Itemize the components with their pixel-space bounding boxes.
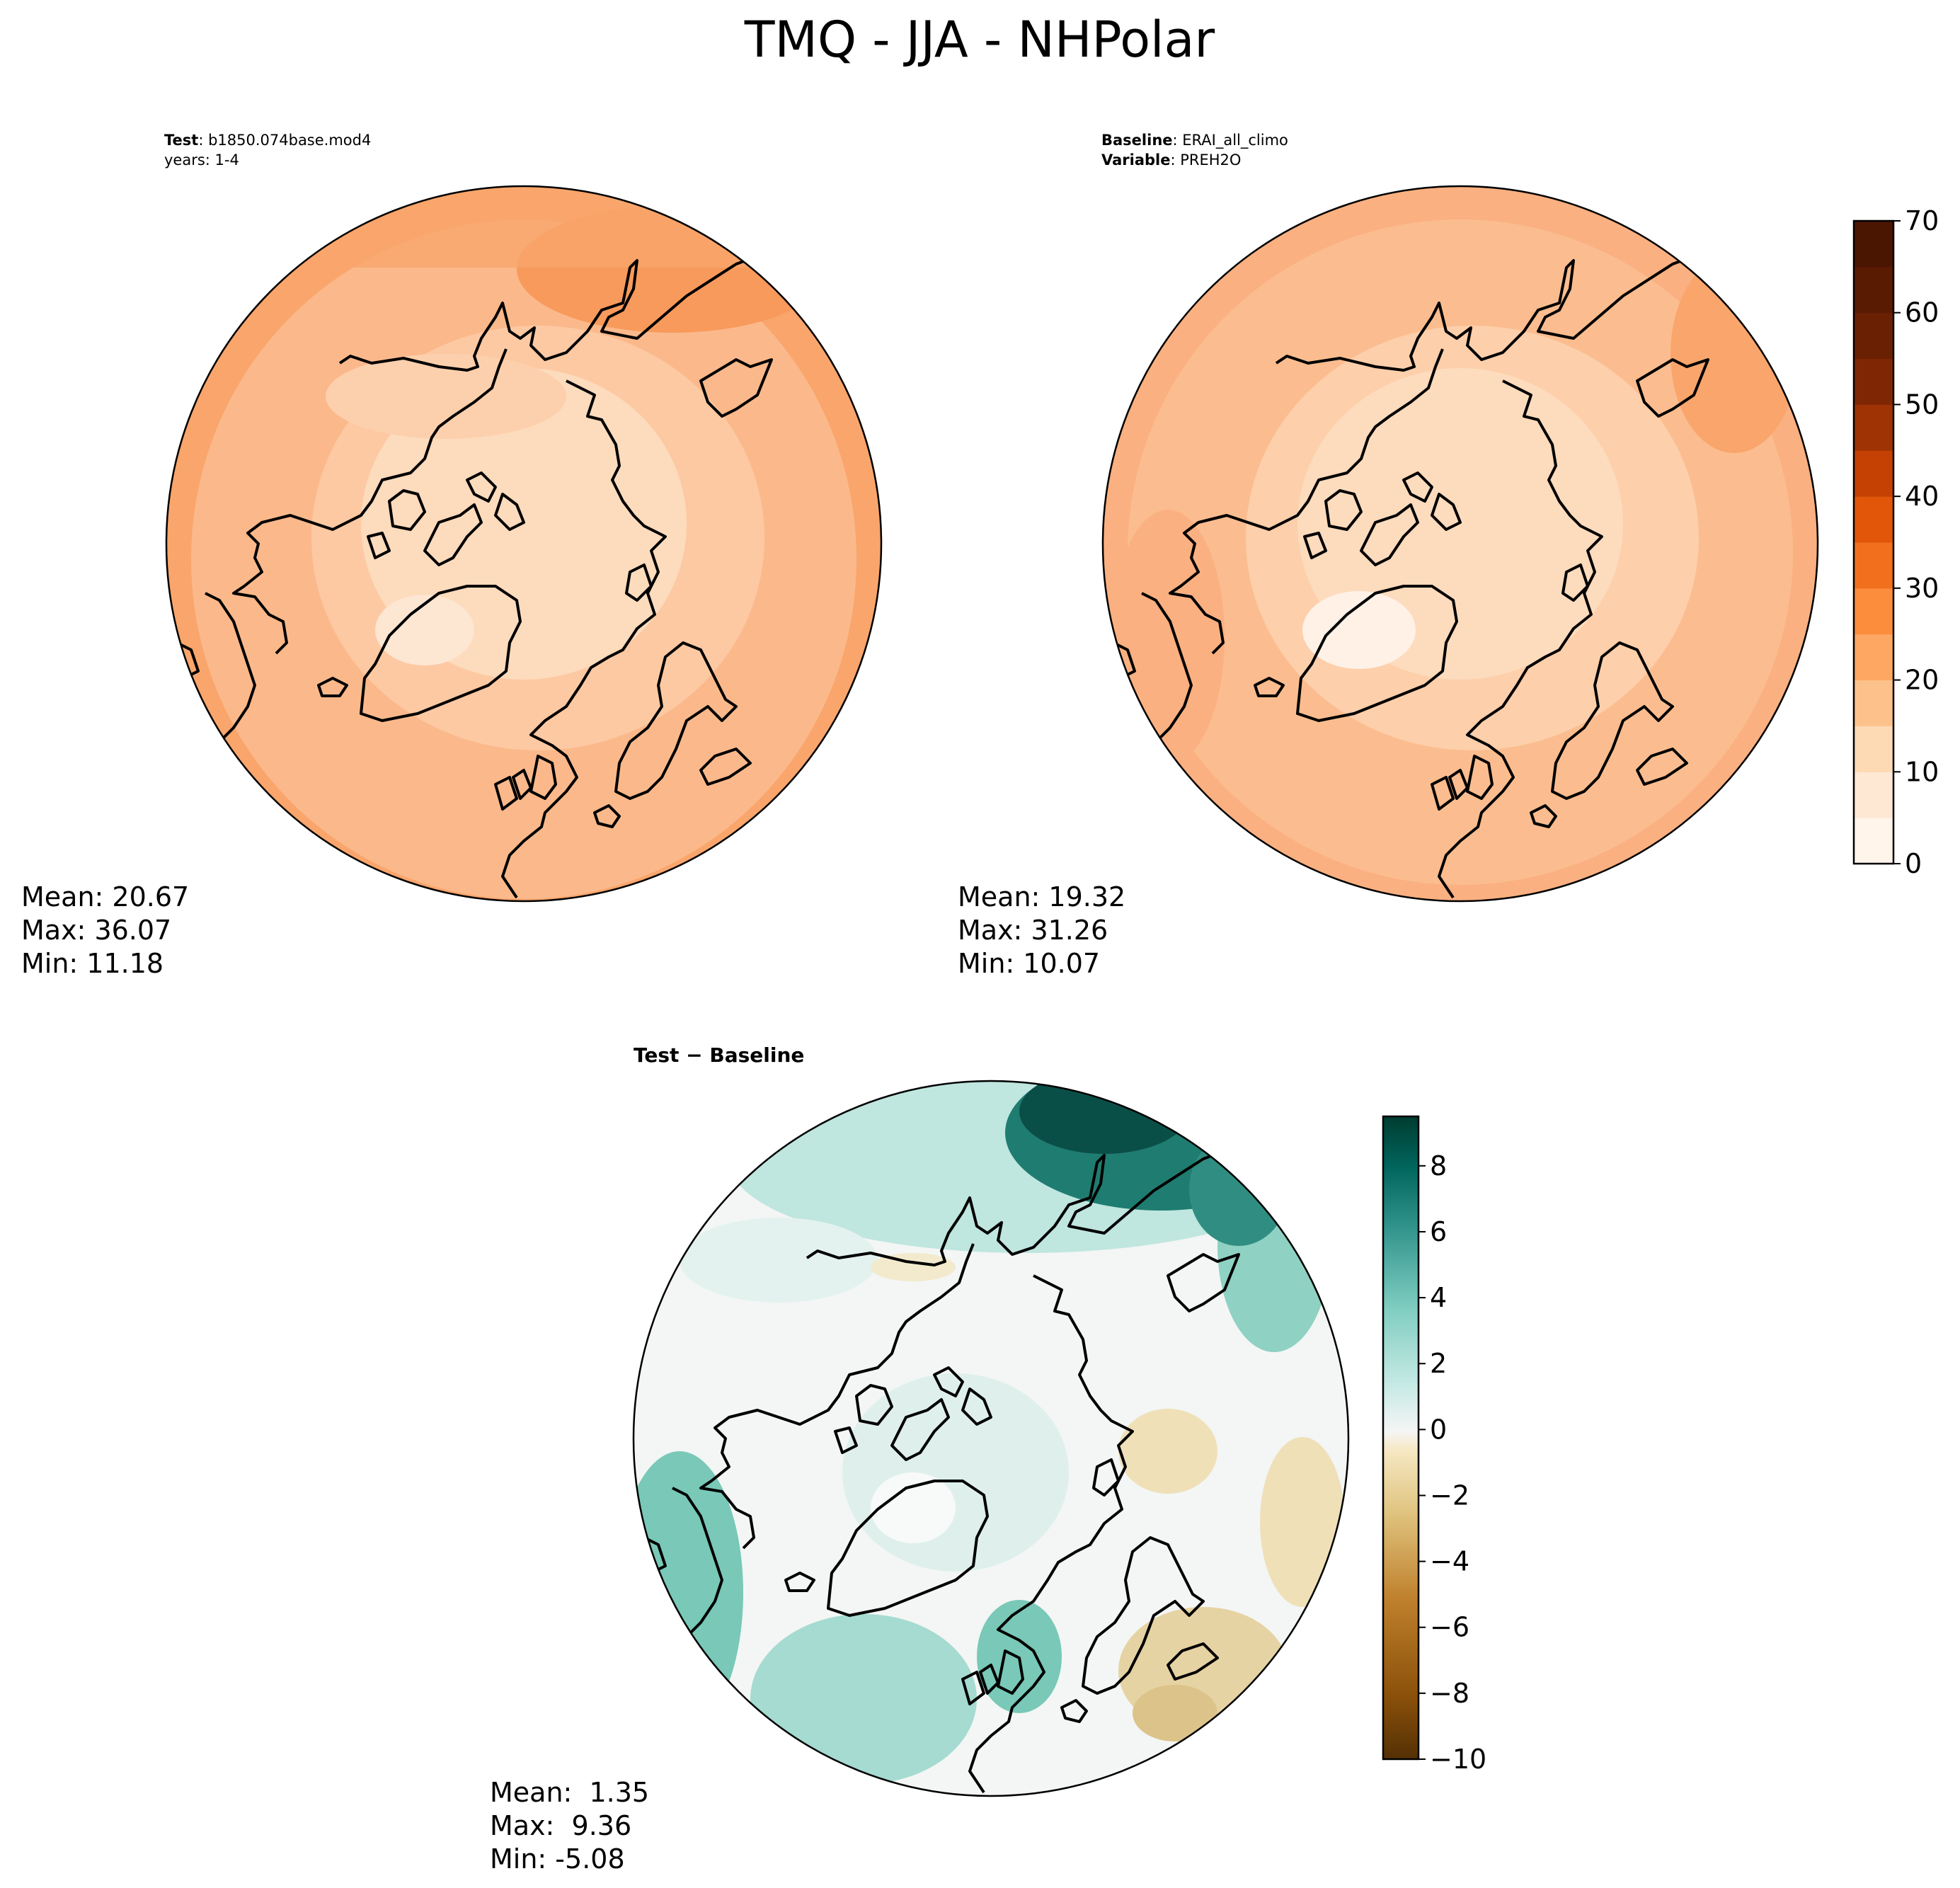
top-colorbar-segment [1854,680,1893,726]
test-header-line1: Test: b1850.074base.mod4 [164,132,371,149]
bottom-colorbar-tick-label: −10 [1430,1744,1486,1775]
top-colorbar-tick-label: 70 [1905,205,1939,236]
bottom-colorbar-tick-label: 0 [1430,1414,1447,1445]
diff-map [634,1081,1348,1796]
top-colorbar-segment [1854,496,1893,543]
top-colorbar-tick-label: 60 [1905,297,1939,328]
test-stat-max: Max: 36.07 [21,915,171,946]
top-colorbar-ticks: 0 10 20 30 40 50 60 70 [1893,205,1939,879]
top-colorbar-segment [1854,404,1893,451]
top-colorbar-segment [1854,634,1893,681]
top-colorbar-segment [1854,266,1893,314]
baseline-map-boundary [1101,185,1819,903]
bottom-colorbar-frame [1382,1115,1420,1761]
bottom-colorbar-tick-label: −2 [1430,1480,1469,1511]
top-colorbar-segment [1854,772,1893,818]
top-colorbar-segment [1854,726,1893,772]
test-stat-min: Min: 11.18 [21,948,164,979]
test-map-boundary [165,185,883,903]
bottom-colorbar-tick-label: 8 [1430,1150,1447,1182]
test-stat-mean: Mean: 20.67 [21,881,189,912]
top-colorbar-segment [1854,588,1893,635]
baseline-header-line2: Variable: PREH2O [1101,151,1241,168]
bottom-colorbar-tick-label: 4 [1430,1282,1447,1313]
top-colorbar-segment [1854,221,1893,268]
figure-title: TMQ - JJA - NHPolar [744,11,1215,69]
top-colorbar: 0 10 20 30 40 50 60 70 [1852,205,1939,879]
bottom-colorbar: −10 −8 −6 −4 −2 0 2 4 6 8 [1382,1115,1486,1775]
diff-map-boundary [632,1080,1350,1797]
baseline-panel: Baseline: ERAI_all_climo Variable: PREH2… [958,132,1819,979]
top-colorbar-segments [1854,221,1893,864]
baseline-stat-max: Max: 31.26 [958,915,1108,946]
bottom-colorbar-tick-label: −6 [1430,1612,1469,1643]
top-colorbar-tick-label: 0 [1905,848,1922,879]
bottom-colorbar-tick-label: −8 [1430,1678,1469,1709]
top-colorbar-frame [1852,219,1895,865]
top-colorbar-tick-label: 30 [1905,573,1939,604]
diff-stat-min: Min: -5.08 [490,1843,625,1875]
top-colorbar-tick-label: 10 [1905,756,1939,787]
test-header-line2: years: 1-4 [164,151,239,168]
baseline-stat-min: Min: 10.07 [958,948,1100,979]
bottom-colorbar-tick-label: 6 [1430,1216,1447,1247]
top-colorbar-tick-label: 40 [1905,481,1939,512]
baseline-stat-mean: Mean: 19.32 [958,881,1125,912]
diff-title: Test − Baseline [634,1043,804,1067]
bottom-colorbar-tick-label: −4 [1430,1546,1469,1577]
top-colorbar-tick-label: 20 [1905,665,1939,696]
test-panel: Test: b1850.074base.mod4 years: 1-4 Mean… [21,132,883,979]
top-colorbar-segment [1854,542,1893,589]
test-map [166,186,881,901]
top-colorbar-segment [1854,312,1893,360]
bottom-colorbar-fill [1383,1116,1419,1759]
top-colorbar-tick-label: 50 [1905,389,1939,420]
bottom-colorbar-tick-label: 2 [1430,1348,1447,1379]
top-colorbar-segment [1854,450,1893,497]
baseline-map [1103,186,1818,901]
diff-stat-mean: Mean: 1.35 [490,1777,649,1808]
bottom-colorbar-ticks: −10 −8 −6 −4 −2 0 2 4 6 8 [1419,1150,1486,1775]
top-colorbar-segment [1854,358,1893,405]
top-colorbar-segment [1854,818,1893,864]
baseline-header-line1: Baseline: ERAI_all_climo [1101,132,1288,149]
diff-panel: Test − Baseline Mean: 1.35 Max: 9.36 [490,1043,1350,1875]
diff-stat-max: Max: 9.36 [490,1810,631,1841]
